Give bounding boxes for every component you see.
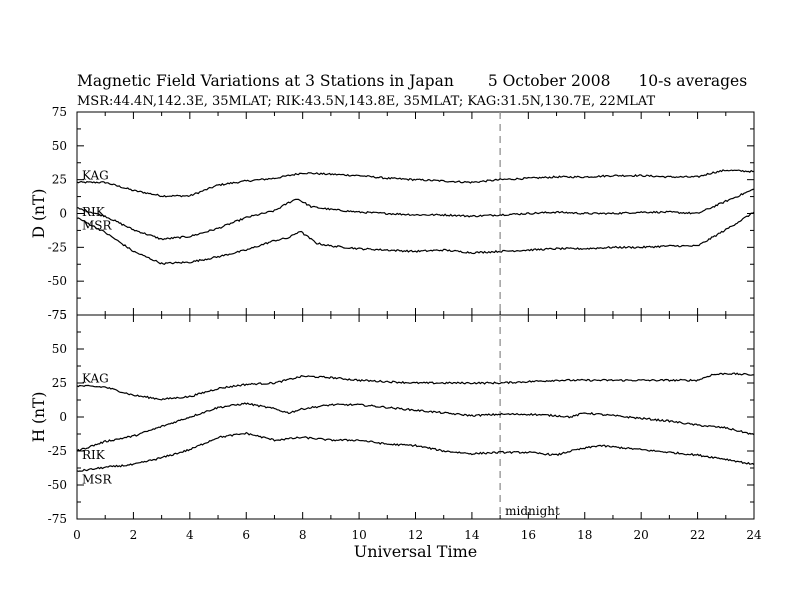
x-tick-label: 18 <box>577 528 592 542</box>
x-tick-label: 22 <box>690 528 705 542</box>
y-tick-label: 25 <box>52 173 67 187</box>
series-label-kag: KAG <box>82 372 109 386</box>
y-tick-label: -50 <box>48 274 67 288</box>
x-tick-label: 10 <box>351 528 366 542</box>
y-tick-label: 0 <box>59 410 67 424</box>
y-tick-label: -25 <box>48 444 67 458</box>
midnight-annotation: midnight <box>505 504 560 518</box>
x-tick-label: 2 <box>130 528 138 542</box>
chart-averaging: 10-s averages <box>638 72 748 90</box>
x-tick-label: 12 <box>408 528 423 542</box>
y-tick-label: 75 <box>52 105 67 119</box>
y-tick-label: 75 <box>52 308 67 322</box>
series-line-rik-d <box>76 188 755 241</box>
plot-frame-H <box>76 314 755 520</box>
series-label-kag: KAG <box>82 168 109 182</box>
y-tick-label: -75 <box>48 512 67 526</box>
y-tick-label: -50 <box>48 478 67 492</box>
y-tick-label: 0 <box>59 207 67 221</box>
y-tick-label: -25 <box>48 240 67 254</box>
y-tick-label: 50 <box>52 342 67 356</box>
chart-date: 5 October 2008 <box>487 72 611 90</box>
series-line-rik-h <box>76 402 755 452</box>
x-axis-label: Universal Time <box>354 542 477 561</box>
series-line-msr-d <box>76 211 755 265</box>
x-tick-label: 24 <box>746 528 762 542</box>
y-tick-label: 25 <box>52 376 67 390</box>
series-line-msr-h <box>76 431 755 472</box>
x-tick-label: 6 <box>242 528 250 542</box>
y-axis-label: D (nT) <box>30 189 48 239</box>
x-tick-label: 0 <box>73 528 81 542</box>
series-label-msr: MSR <box>82 219 113 233</box>
x-tick-label: 4 <box>186 528 194 542</box>
series-label-rik: RIK <box>82 205 106 219</box>
x-tick-label: 14 <box>464 528 480 542</box>
series-line-kag-d <box>76 169 754 198</box>
chart-title-text: Magnetic Field Variations at 3 Stations … <box>77 72 454 90</box>
series-label-rik: RIK <box>82 448 106 462</box>
y-tick-label: 50 <box>52 139 67 153</box>
station-list: MSR:44.4N,142.3E, 35MLAT; RIK:43.5N,143.… <box>77 94 656 109</box>
x-tick-label: 16 <box>521 528 536 542</box>
series-line-kag-h <box>76 372 755 401</box>
x-tick-label: 8 <box>299 528 307 542</box>
series-label-msr: MSR <box>82 472 113 486</box>
y-axis-label: H (nT) <box>30 392 48 443</box>
y-tick-label: -75 <box>48 308 67 322</box>
chart-title: Magnetic Field Variations at 3 Stations … <box>77 72 747 90</box>
x-tick-label: 20 <box>634 528 649 542</box>
